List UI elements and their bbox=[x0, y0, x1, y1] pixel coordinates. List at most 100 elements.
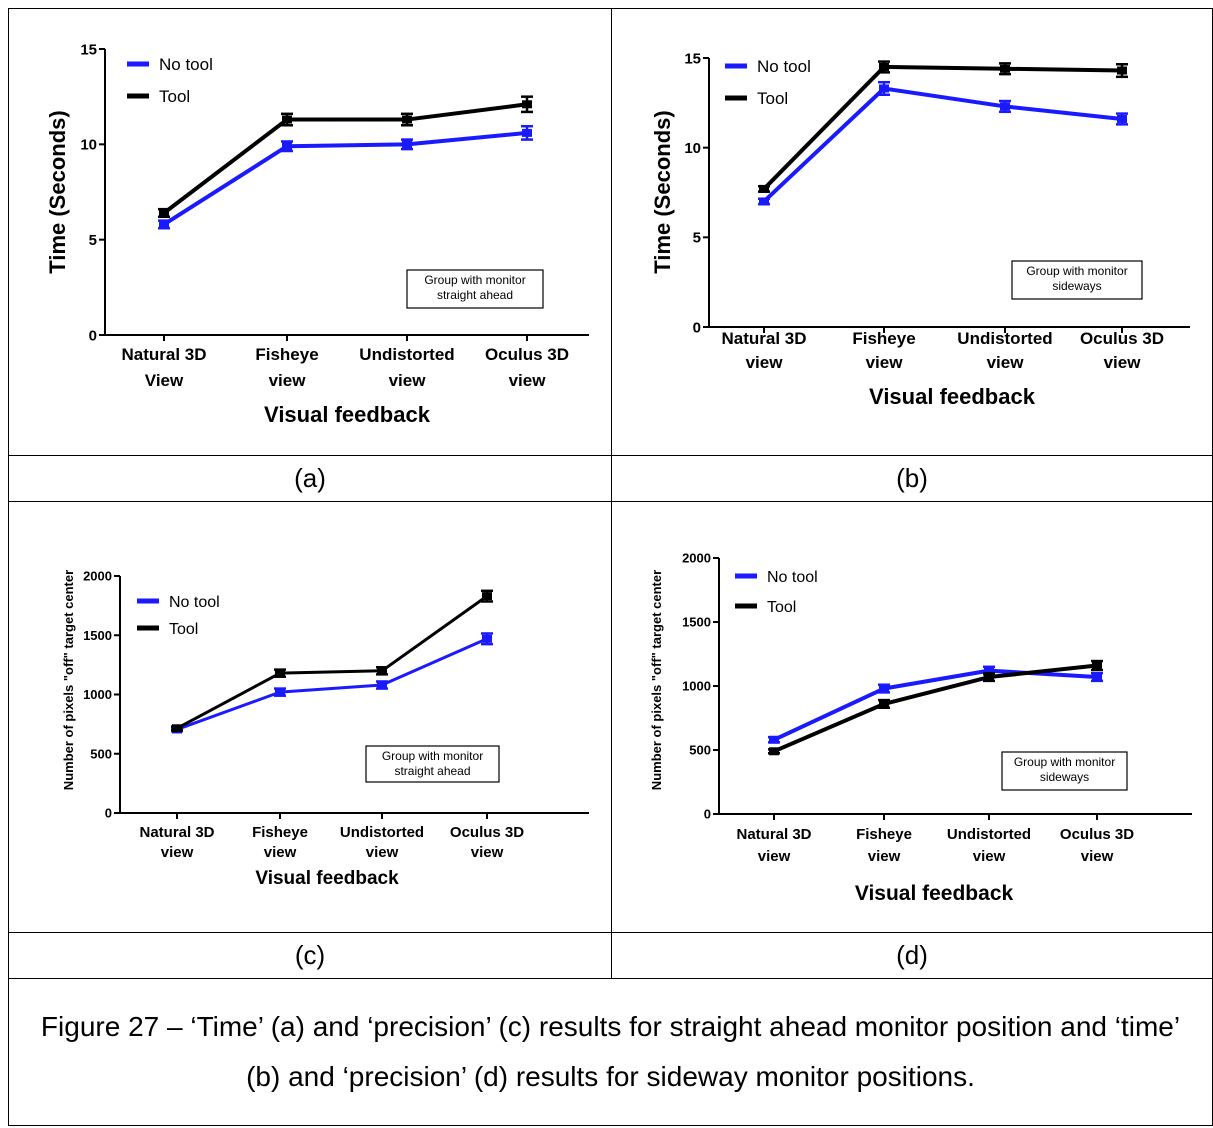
figure-table: 0 5 10 15 Natural 3D View Fisheye view Undistort… bbox=[8, 8, 1213, 1126]
x-tick-label: Undistorted bbox=[947, 826, 1031, 843]
x-tick-label: view bbox=[509, 371, 547, 390]
data-point bbox=[879, 84, 889, 93]
data-point bbox=[1092, 661, 1102, 670]
x-axis-label: Visual feedback bbox=[869, 384, 1036, 409]
series-line-no-tool bbox=[762, 86, 1123, 203]
y-tick-label: 10 bbox=[80, 137, 97, 154]
data-point bbox=[1000, 102, 1010, 111]
y-tick-label: 0 bbox=[89, 327, 97, 344]
legend-label: No tool bbox=[169, 594, 220, 611]
y-tick-label: 15 bbox=[684, 50, 701, 67]
y-tick-label: 1000 bbox=[83, 687, 112, 702]
panel-b: 0 5 10 15 Natural 3D view Fisheye view Undistort… bbox=[611, 8, 1213, 456]
x-axis-label: Visual feedback bbox=[264, 402, 431, 427]
panel-c: 0 500 1000 1500 2000 Natural 3D view Fisheye vie… bbox=[8, 501, 612, 933]
data-point bbox=[282, 142, 292, 151]
y-tick-label: 1500 bbox=[682, 615, 711, 630]
x-tick-label: Oculus 3D bbox=[450, 824, 524, 841]
x-tick-label: Fisheye bbox=[255, 345, 318, 364]
legend-label: No tool bbox=[159, 55, 213, 74]
series-line-no-tool bbox=[176, 637, 488, 731]
x-tick-label: Natural 3D bbox=[736, 826, 811, 843]
chart-c: 0 500 1000 1500 2000 Natural 3D view Fisheye vie… bbox=[61, 569, 589, 889]
data-point bbox=[984, 673, 994, 682]
x-tick-label: view bbox=[758, 848, 791, 865]
annotation-text: Group with monitor bbox=[1014, 755, 1115, 769]
y-tick-label: 500 bbox=[689, 743, 711, 758]
chart-b: 0 5 10 15 Natural 3D view Fisheye view Undistort… bbox=[650, 50, 1190, 409]
series-line-tool bbox=[762, 64, 1123, 191]
data-point bbox=[275, 688, 285, 697]
y-axis-label: Time (Seconds) bbox=[45, 110, 70, 273]
x-tick-label: Fisheye bbox=[852, 329, 915, 348]
x-tick-label: Fisheye bbox=[856, 826, 912, 843]
legend-label: Tool bbox=[757, 89, 788, 108]
annotation-box bbox=[406, 269, 544, 309]
series-line-tool bbox=[773, 663, 1098, 754]
y-tick-label: 5 bbox=[693, 230, 701, 247]
data-point bbox=[1117, 114, 1127, 123]
data-point bbox=[1000, 64, 1010, 73]
y-tick-label: 1500 bbox=[83, 628, 112, 643]
y-tick-label: 2000 bbox=[83, 569, 112, 584]
x-tick-label: view bbox=[866, 353, 904, 372]
panel-label-a: (a) bbox=[8, 455, 612, 502]
chart-d: 0 500 1000 1500 2000 Natural 3D view Fisheye vie… bbox=[649, 551, 1192, 905]
data-point bbox=[769, 735, 779, 744]
x-tick-label: view bbox=[973, 848, 1006, 865]
data-point bbox=[282, 115, 292, 124]
annotation-text: Group with monitor bbox=[382, 749, 483, 763]
data-point bbox=[402, 115, 412, 124]
panel-label-c: (c) bbox=[8, 932, 612, 979]
y-tick-label: 0 bbox=[704, 807, 711, 822]
figure-caption: Figure 27 – ‘Time’ (a) and ‘precision’ (… bbox=[8, 978, 1213, 1126]
data-point bbox=[482, 634, 492, 643]
panel-label-b: (b) bbox=[611, 455, 1213, 502]
data-point bbox=[377, 681, 387, 690]
y-tick-label: 0 bbox=[105, 806, 112, 821]
annotation-box bbox=[1001, 751, 1128, 791]
x-tick-label: Natural 3D bbox=[121, 345, 206, 364]
x-tick-label: view bbox=[366, 844, 399, 861]
panel-d: 0 500 1000 1500 2000 Natural 3D view Fisheye vie… bbox=[611, 501, 1213, 933]
data-point bbox=[482, 592, 492, 601]
x-tick-label: view bbox=[471, 844, 504, 861]
x-tick-label: view bbox=[1081, 848, 1114, 865]
y-tick-label: 5 bbox=[89, 232, 97, 249]
legend-label: Tool bbox=[169, 621, 198, 638]
annotation-text: Group with monitor bbox=[1026, 264, 1127, 278]
legend-label: Tool bbox=[159, 87, 190, 106]
data-point bbox=[879, 684, 889, 693]
legend-label: No tool bbox=[757, 57, 811, 76]
data-point bbox=[275, 669, 285, 678]
x-tick-label: view bbox=[868, 848, 901, 865]
data-point bbox=[759, 197, 769, 206]
chart-a: 0 5 10 15 Natural 3D View Fisheye view Undistort… bbox=[45, 41, 589, 427]
data-point bbox=[522, 128, 532, 137]
x-axis-label: Visual feedback bbox=[255, 868, 399, 889]
x-tick-label: Natural 3D bbox=[139, 824, 214, 841]
x-tick-label: view bbox=[389, 371, 427, 390]
annotation-box bbox=[365, 745, 500, 783]
y-tick-label: 2000 bbox=[682, 551, 711, 566]
x-tick-label: view bbox=[269, 371, 307, 390]
data-point bbox=[522, 100, 532, 109]
x-tick-label: Undistorted bbox=[957, 329, 1052, 348]
x-tick-label: view bbox=[161, 844, 194, 861]
data-point bbox=[1092, 673, 1102, 682]
data-point bbox=[879, 699, 889, 708]
data-point bbox=[1117, 66, 1127, 75]
panel-label-d: (d) bbox=[611, 932, 1213, 979]
series-line-no-tool bbox=[162, 130, 528, 227]
y-axis-label: Time (Seconds) bbox=[650, 110, 675, 273]
x-tick-label: Oculus 3D bbox=[1060, 826, 1134, 843]
data-point bbox=[759, 184, 769, 193]
data-point bbox=[159, 220, 169, 229]
y-axis-label: Number of pixels "off" target center bbox=[61, 570, 76, 790]
x-tick-label: Undistorted bbox=[340, 824, 424, 841]
data-point bbox=[984, 666, 994, 675]
x-tick-label: view bbox=[746, 353, 784, 372]
y-axis-label: Number of pixels "off" target center bbox=[649, 570, 664, 790]
data-point bbox=[879, 62, 889, 71]
series-line-tool bbox=[176, 594, 488, 730]
